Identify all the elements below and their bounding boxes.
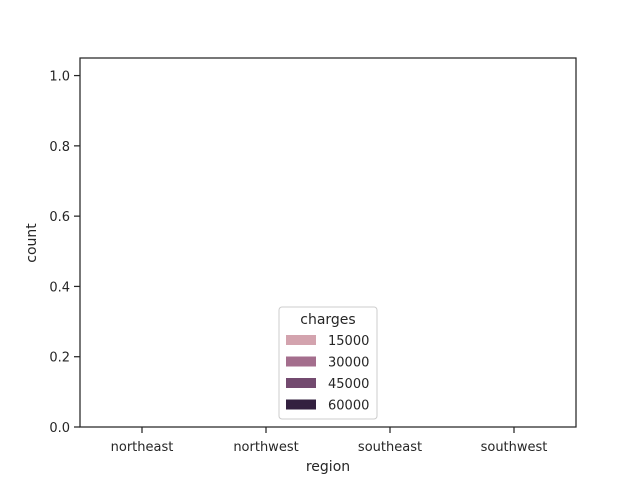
x-tick-label: southeast [358, 440, 422, 455]
legend-title: charges [300, 312, 355, 328]
y-tick-label: 1.0 [49, 70, 70, 85]
legend-entries: 15000 30000 45000 60000 [286, 334, 369, 414]
legend-swatch [286, 399, 316, 410]
x-axis-label: region [306, 459, 350, 475]
y-tick-label: 0.6 [49, 210, 70, 225]
legend-label: 60000 [328, 399, 369, 414]
x-tick-label: southwest [481, 440, 548, 455]
legend-swatch [286, 335, 316, 345]
y-tick-label: 0.0 [49, 421, 70, 436]
y-tick-label: 0.8 [49, 140, 70, 155]
x-tick-label: northwest [233, 440, 298, 455]
y-axis-label: count [24, 223, 40, 263]
plot-frame [79, 57, 577, 428]
legend-label: 45000 [328, 377, 369, 392]
legend-label: 30000 [328, 356, 369, 371]
x-tick-label: northeast [111, 440, 174, 455]
y-axis-ticks: 0.0 0.2 0.4 0.6 0.8 1.0 [49, 70, 80, 436]
y-tick-label: 0.2 [49, 351, 70, 366]
legend-swatch [286, 378, 316, 388]
legend-label: 15000 [328, 334, 369, 349]
x-axis-ticks: northeast northwest southeast southwest [111, 427, 548, 455]
legend: charges 15000 30000 45000 60000 [278, 306, 378, 420]
legend-swatch [286, 356, 316, 367]
y-tick-label: 0.4 [49, 280, 70, 295]
